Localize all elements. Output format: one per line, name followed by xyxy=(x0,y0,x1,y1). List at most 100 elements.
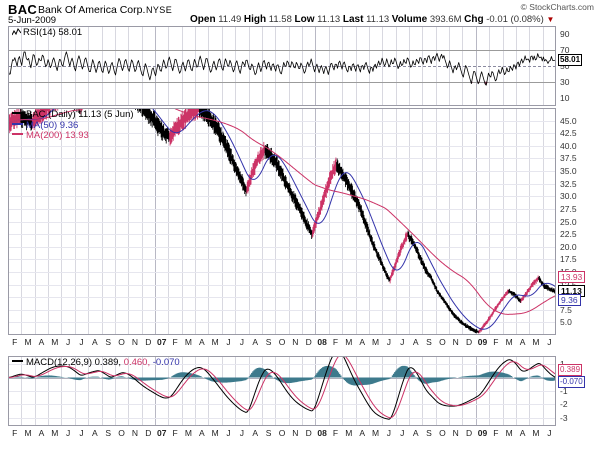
chg-label: Chg xyxy=(464,14,484,25)
price-y-axis: 45.0 42.5 40.0 37.5 35.0 32.5 30.0 27.5 25.0 22.5… xyxy=(556,108,600,335)
price-value-flag: 13.93 xyxy=(558,271,586,284)
x-axis-label: D xyxy=(145,337,152,347)
ma200-line xyxy=(8,108,556,315)
macd-signal-line xyxy=(8,356,556,419)
price-gridline xyxy=(8,309,556,311)
x-axis-label: A xyxy=(252,337,259,347)
high-value: 11.58 xyxy=(268,14,292,25)
price-value-flag: 9.36 xyxy=(558,294,581,307)
last-value: 11.13 xyxy=(366,14,390,25)
price-legend: BAC (Daily) 11.13 (5 Jun) MA(50) 9.36 MA(2… xyxy=(12,109,134,142)
price-tick-label: 40.0 xyxy=(560,140,577,151)
x-axis-label: 09 xyxy=(477,428,488,438)
x-axis-label: M xyxy=(532,428,540,438)
rsi-tick-label: 90 xyxy=(560,29,570,39)
macd-x-axis: F M A M J J A S O N D 07 F M A M J J A S O N D 08 F M A M J J A S O N D 09 F… xyxy=(8,428,556,441)
x-axis-label: M xyxy=(211,337,219,347)
rsi-plot-area[interactable] xyxy=(8,26,556,106)
x-axis-label: J xyxy=(400,337,405,347)
macd-tick-label: -1 xyxy=(560,386,568,396)
x-axis-label: A xyxy=(359,337,366,347)
price-tick-label: 32.5 xyxy=(560,178,577,189)
x-axis-label: S xyxy=(105,337,112,347)
macd-legend-signal: 0.460, xyxy=(123,357,151,368)
price-legend-row: MA(200) 13.93 xyxy=(12,130,134,142)
quote-date: 5-Jun-2009 xyxy=(8,15,57,26)
x-axis-label: F xyxy=(172,428,178,438)
x-axis-label: N xyxy=(131,428,139,438)
macd-histogram xyxy=(8,365,556,386)
price-tick-label: 25.0 xyxy=(560,216,577,227)
x-axis-label: M xyxy=(532,337,540,347)
price-plot-area[interactable] xyxy=(8,108,556,335)
chevron-down-icon[interactable]: ▼ xyxy=(546,15,555,24)
x-axis-label: M xyxy=(505,428,513,438)
price-panel: BAC (Daily) 11.13 (5 Jun) MA(50) 9.36 MA(2… xyxy=(8,108,556,335)
x-axis-label: M xyxy=(184,337,192,347)
x-axis-label: D xyxy=(466,428,473,438)
chart-series-layer xyxy=(8,51,556,86)
macd-legend-main: MACD(12,26,9) 0.389, xyxy=(26,357,122,368)
chart-series-layer xyxy=(8,108,556,334)
price-gridline xyxy=(8,322,556,324)
macd-legend: MACD(12,26,9) 0.389, 0.460, -0.070 xyxy=(12,357,180,368)
price-gridline xyxy=(8,196,556,198)
rsi-panel: RSI(14) 58.01 xyxy=(8,26,556,106)
macd-value-flag: -0.070 xyxy=(558,376,585,389)
chart-header: BAC Bank Of America Corp. NYSE 5-Jun-200… xyxy=(0,0,600,26)
chg-value: -0.01 (0.08%) xyxy=(486,14,544,25)
macd-gridline xyxy=(8,391,556,392)
x-axis-label: J xyxy=(239,337,245,347)
x-axis-label: A xyxy=(412,428,419,438)
macd-tick-label: 1 xyxy=(560,359,565,369)
x-axis-label: N xyxy=(452,428,459,438)
price-tick-label: 22.5 xyxy=(560,229,577,240)
x-axis-label: J xyxy=(66,428,71,438)
x-axis-label: O xyxy=(278,337,286,347)
macd-line xyxy=(8,356,556,420)
x-axis-label: F xyxy=(172,337,178,347)
price-gridline xyxy=(8,133,556,135)
x-axis-label: J xyxy=(547,337,552,347)
price-tick-label: 27.5 xyxy=(560,203,577,214)
x-axis-label: M xyxy=(505,337,513,347)
company-name: Bank Of America Corp. xyxy=(38,4,146,16)
rsi-indicator-icon xyxy=(12,28,21,36)
x-axis-label: 07 xyxy=(156,428,167,438)
x-axis-label: A xyxy=(359,428,366,438)
x-axis-label: S xyxy=(426,428,432,438)
price-legend-row: MA(50) 9.36 xyxy=(12,120,134,132)
x-axis-label: A xyxy=(519,428,526,438)
macd-gridline xyxy=(8,364,556,366)
macd-plot-area[interactable] xyxy=(8,356,556,426)
rsi-legend-label: RSI(14) 58.01 xyxy=(23,27,83,38)
x-axis-label: D xyxy=(145,428,152,438)
x-axis-label: J xyxy=(547,428,552,438)
open-value: 11.49 xyxy=(218,14,242,25)
x-axis-label: S xyxy=(265,428,272,438)
price-gridline xyxy=(8,284,556,286)
rsi-tick-label: 70 xyxy=(560,45,570,55)
legend-swatch xyxy=(12,133,23,136)
legend-label: MA(200) 13.93 xyxy=(26,130,89,141)
x-axis-label: F xyxy=(493,337,499,347)
price-gridline xyxy=(8,120,556,122)
x-axis-label: M xyxy=(24,428,32,438)
price-bars-up xyxy=(8,108,539,334)
x-axis-label: 09 xyxy=(477,337,488,347)
rsi-overbought-line xyxy=(8,50,556,51)
x-axis-label: F xyxy=(12,428,18,438)
chart-series-layer xyxy=(8,356,556,420)
x-axis-label: N xyxy=(452,337,459,347)
last-label: Last xyxy=(342,14,364,25)
x-axis-label: M xyxy=(372,337,380,347)
rsi-tick-label: 30 xyxy=(560,77,570,87)
x-axis-label: J xyxy=(66,337,71,347)
x-axis-label: O xyxy=(439,428,446,438)
x-axis-label: 08 xyxy=(317,337,327,347)
x-axis-label: A xyxy=(198,428,205,438)
price-tick-label: 37.5 xyxy=(560,153,577,164)
x-axis-label: M xyxy=(24,337,32,347)
x-axis-label: M xyxy=(51,337,59,347)
x-axis-label: J xyxy=(239,428,245,438)
